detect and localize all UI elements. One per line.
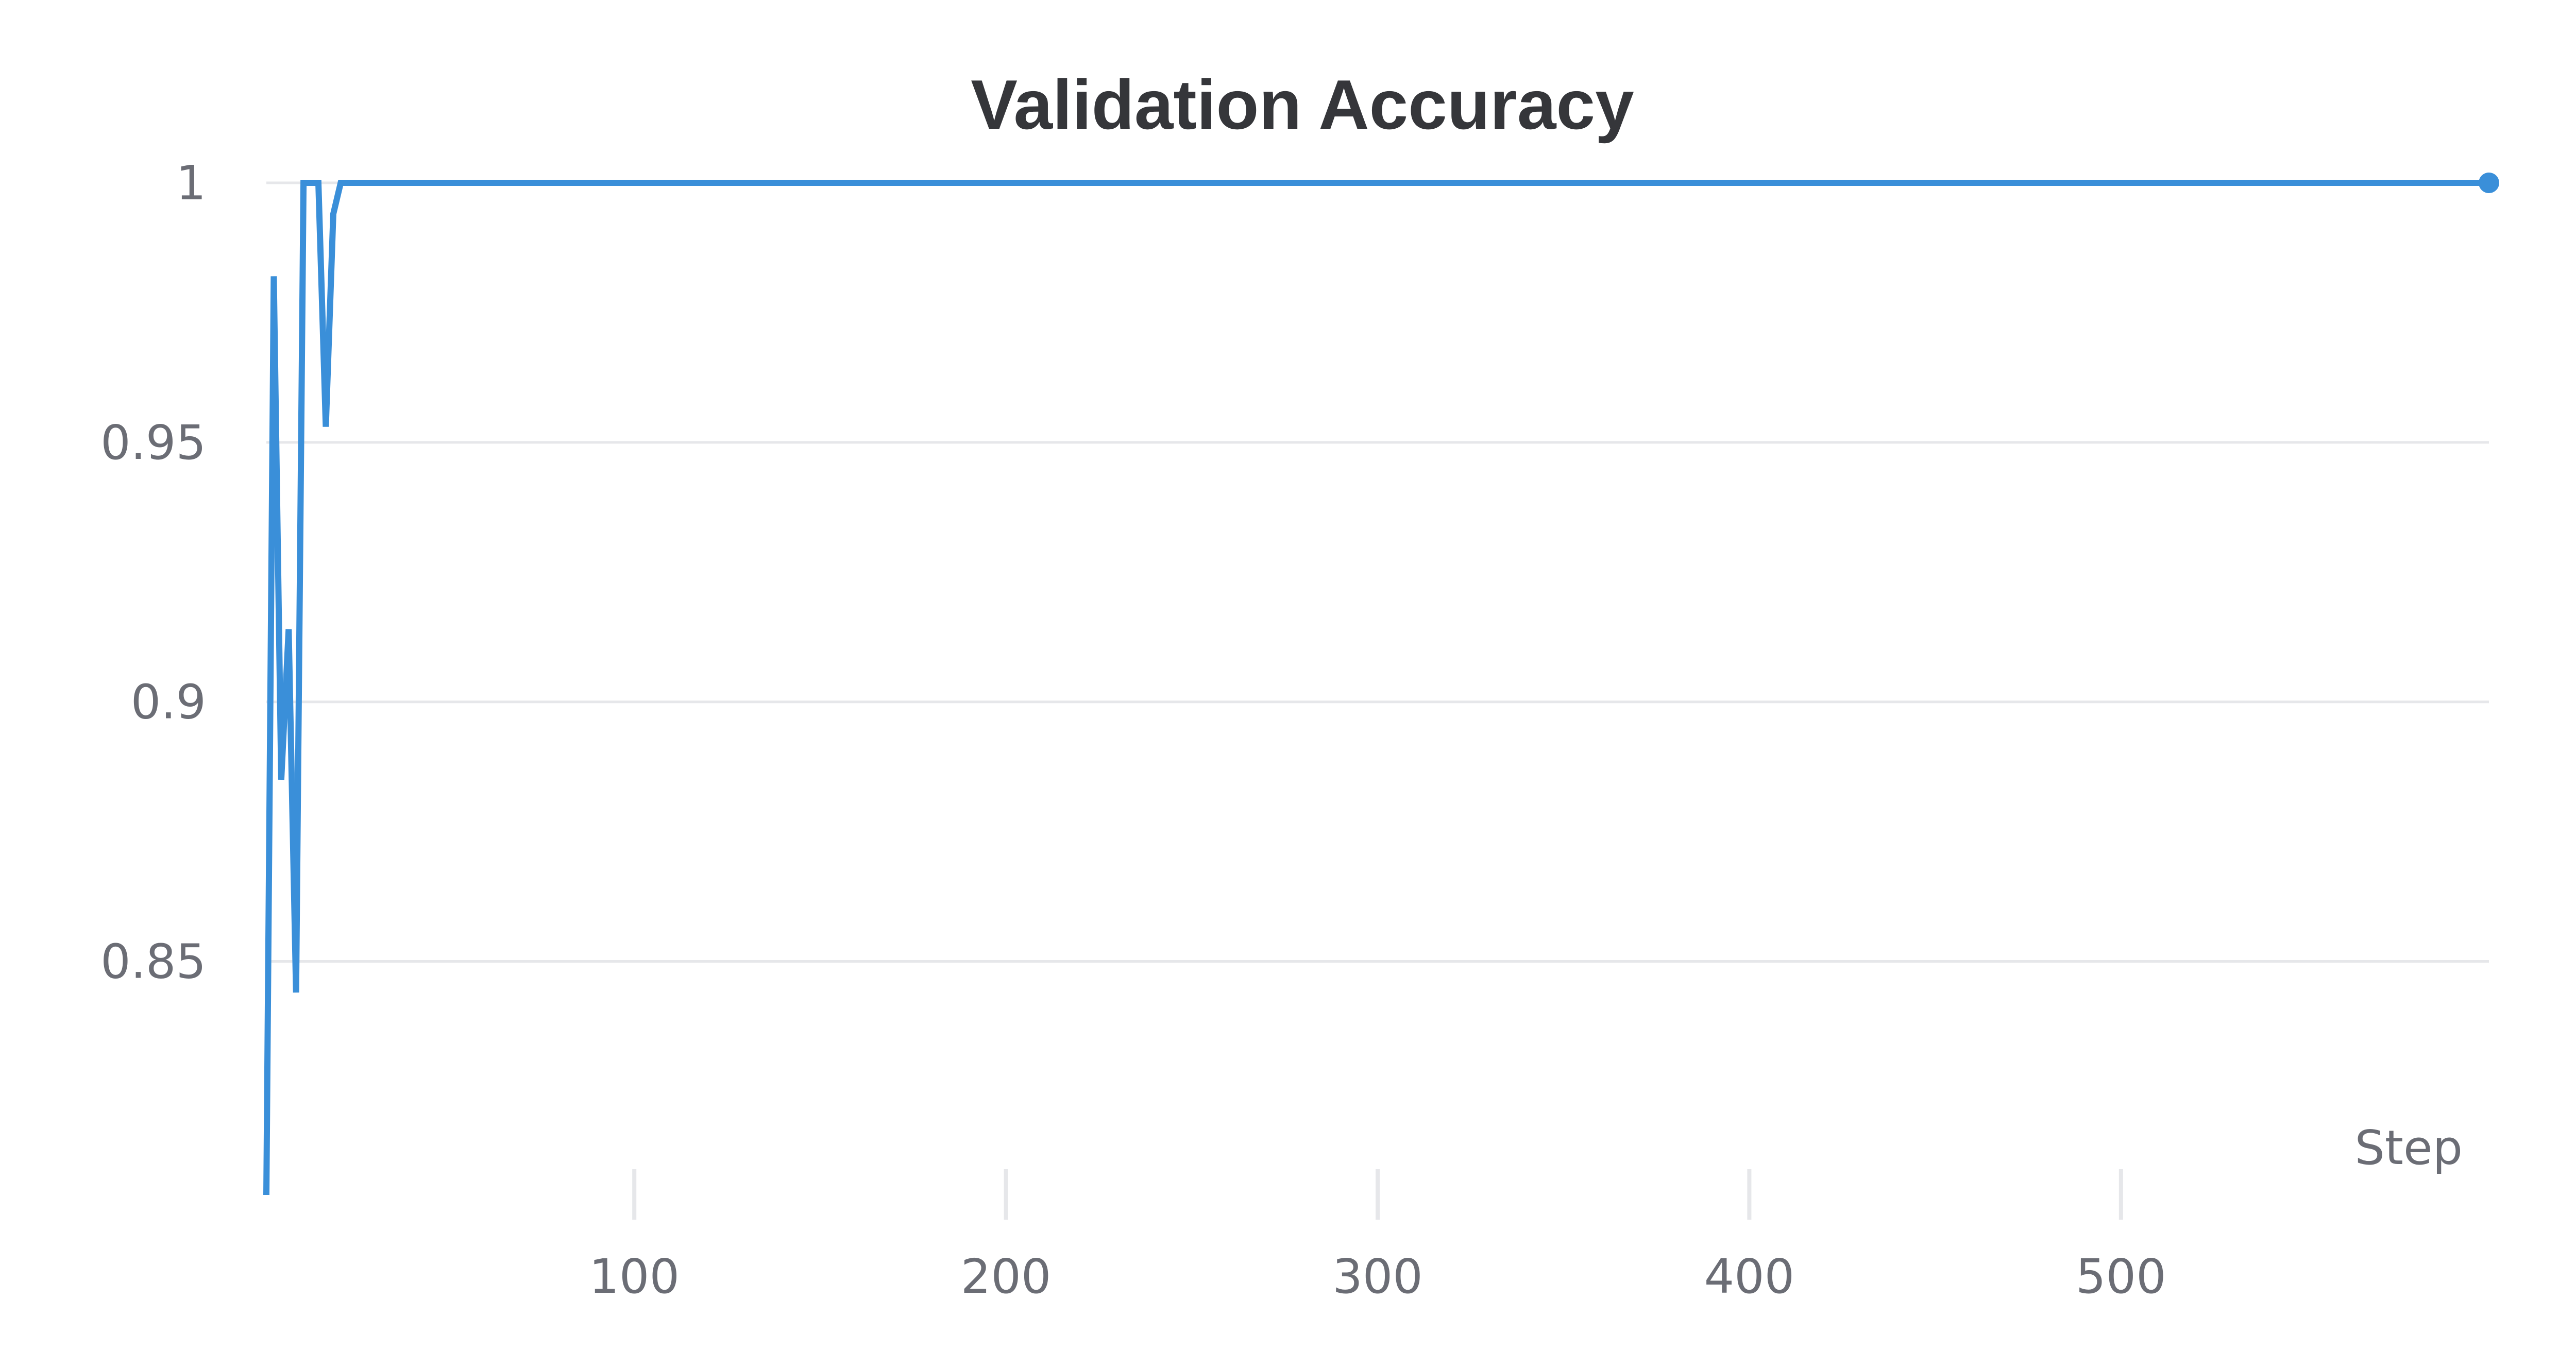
chart-title: Validation Accuracy: [971, 65, 1634, 144]
y-axis-ticks: 0.85 0.9 0.95 1: [100, 156, 206, 989]
x-axis-label: Step: [2355, 1120, 2463, 1175]
x-tick-label: 100: [589, 1249, 680, 1304]
y-tick-label: 0.85: [100, 934, 206, 989]
grid-layer: [266, 181, 2489, 963]
series-layer: [263, 173, 2499, 1195]
x-axis-ticks: 100 200 300 400 500: [589, 1169, 2166, 1304]
y-tick-label: 0.95: [100, 415, 206, 470]
x-tick-label: 300: [1332, 1249, 1423, 1304]
y-tick-label: 1: [176, 156, 206, 211]
y-tick-label: 0.9: [131, 675, 206, 730]
x-tick-label: 400: [1704, 1249, 1795, 1304]
series-endpoint-marker: [2479, 173, 2499, 193]
x-tick-label: 200: [961, 1249, 1052, 1304]
series-line: [263, 180, 2489, 1195]
x-tick-label: 500: [2076, 1249, 2166, 1304]
